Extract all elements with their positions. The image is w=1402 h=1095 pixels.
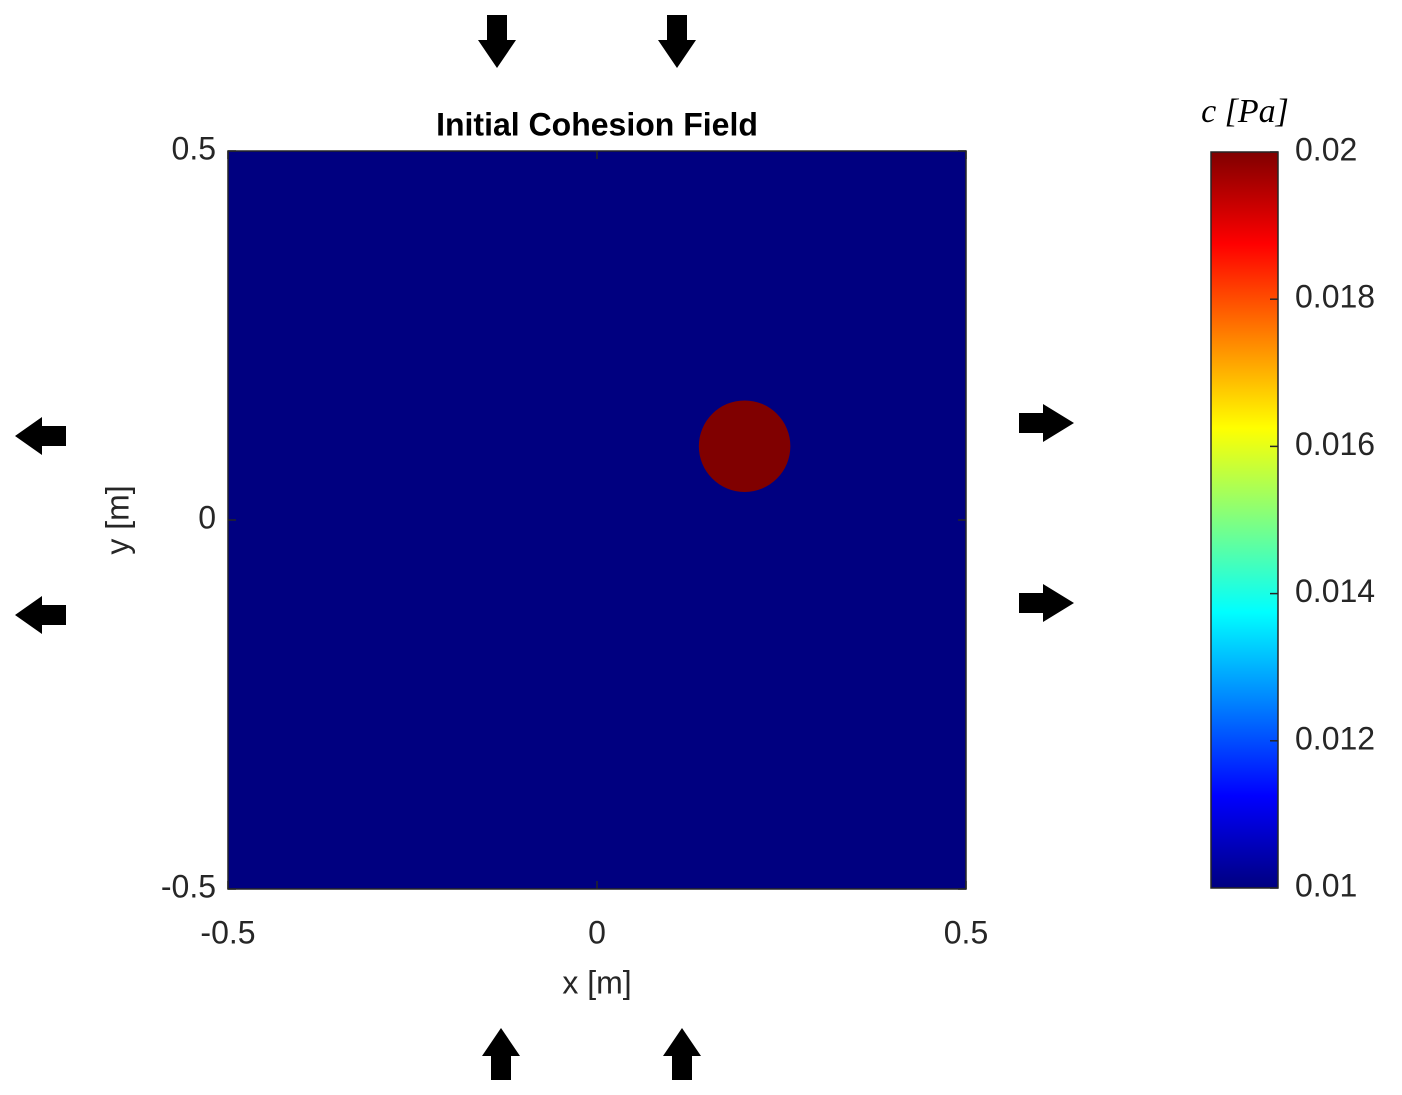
colorbar-tick-label: 0.01 (1295, 867, 1357, 903)
load-arrows (15, 15, 1074, 1080)
arrow-down (658, 15, 696, 68)
colorbar-tick-label: 0.014 (1295, 573, 1375, 609)
colorbar-tick-label: 0.012 (1295, 720, 1375, 756)
arrow-right (1019, 404, 1074, 442)
y-tick-label: -0.5 (161, 868, 216, 904)
colorbar-tick-label: 0.018 (1295, 279, 1375, 315)
x-tick-label: -0.5 (200, 914, 255, 950)
x-tick-label: 0 (588, 914, 606, 950)
arrow-left (15, 596, 66, 634)
arrow-up (482, 1028, 520, 1080)
arrow-down (478, 15, 516, 68)
y-axis-label: y [m] (99, 485, 135, 554)
x-axis-label: x [m] (562, 964, 631, 1000)
y-tick-label: 0.5 (172, 130, 216, 166)
colorbar-label: c [Pa] (1201, 93, 1289, 130)
x-tick-label: 0.5 (944, 914, 988, 950)
colorbar (1210, 151, 1279, 889)
colorbar-tick-label: 0.016 (1295, 426, 1375, 462)
arrow-up (663, 1028, 701, 1080)
colorbar-tick-label: 0.02 (1295, 131, 1357, 167)
inclusion (698, 400, 791, 492)
arrow-right (1019, 584, 1074, 622)
plot-area (228, 151, 966, 889)
chart-title: Initial Cohesion Field (436, 106, 758, 142)
arrow-left (15, 417, 66, 455)
y-tick-label: 0 (198, 499, 216, 535)
field-background (228, 151, 966, 889)
